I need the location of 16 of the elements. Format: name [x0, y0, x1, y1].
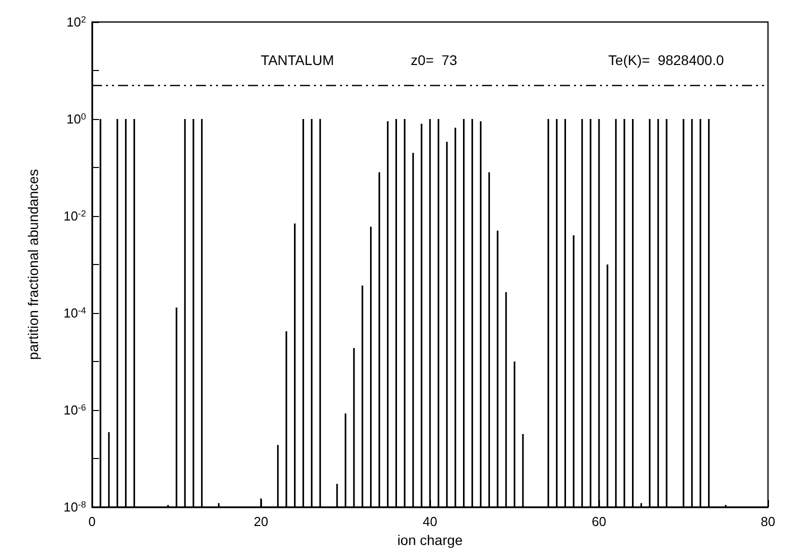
y-tick-label: 10$^{-2}$	[64, 208, 86, 224]
y-axis-title: partition fractional abundances	[25, 169, 41, 360]
x-tick-label: 0	[88, 514, 96, 529]
y-tick-label: 10$^{2}$	[66, 14, 86, 30]
x-tick-label: 40	[422, 514, 438, 529]
annotation: TANTALUM	[260, 52, 334, 68]
y-tick-label: 10$^{-8}$	[64, 499, 86, 514]
x-tick-label: 80	[760, 514, 776, 529]
x-tick-label: 60	[592, 514, 606, 529]
y-tick-label: 10$^{0}$	[66, 111, 86, 126]
annotation: Te(K)= 9828400.0	[608, 52, 724, 68]
x-tick-label: 20	[254, 514, 268, 529]
x-axis-title: ion charge	[397, 532, 463, 548]
y-tick-label: 10$^{-6}$	[64, 402, 86, 418]
y-tick-label: 10$^{-4}$	[64, 305, 86, 320]
annotation: z0= 73	[410, 52, 458, 68]
